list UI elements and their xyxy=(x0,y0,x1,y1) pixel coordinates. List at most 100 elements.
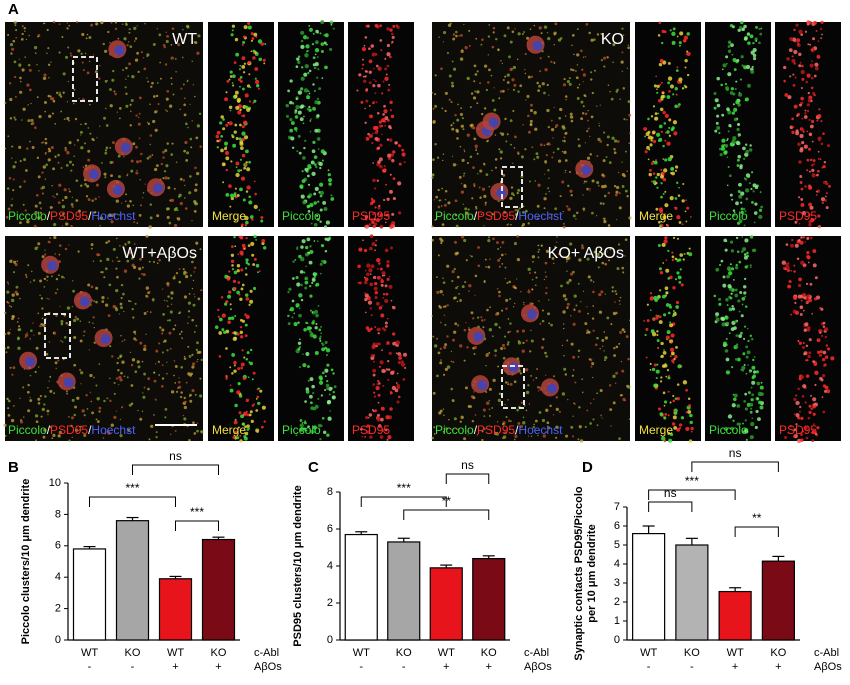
synaptic-puncta xyxy=(752,358,755,362)
synaptic-puncta xyxy=(327,416,332,421)
synaptic-puncta xyxy=(801,77,805,81)
neurite-puncta xyxy=(24,333,29,337)
synaptic-puncta xyxy=(743,24,747,29)
neurite-puncta xyxy=(30,102,32,105)
synaptic-puncta xyxy=(297,321,300,324)
synaptic-puncta xyxy=(395,352,398,355)
synaptic-puncta xyxy=(750,69,755,74)
synaptic-puncta xyxy=(758,27,761,30)
neurite-puncta xyxy=(547,426,551,430)
synaptic-puncta xyxy=(217,315,220,318)
neurite-puncta xyxy=(456,275,460,279)
neurite-puncta xyxy=(498,97,501,100)
synaptic-puncta xyxy=(384,76,389,81)
synaptic-puncta xyxy=(653,295,658,301)
neurite-puncta xyxy=(570,194,573,197)
neurite-puncta xyxy=(179,177,183,181)
synaptic-puncta xyxy=(308,105,311,109)
synaptic-puncta xyxy=(745,372,748,375)
synaptic-puncta xyxy=(296,282,301,287)
synaptic-puncta xyxy=(721,138,726,143)
neurite-puncta xyxy=(598,124,601,127)
neurite-puncta xyxy=(566,281,570,285)
synaptic-puncta xyxy=(743,363,746,366)
neurite-puncta xyxy=(433,433,436,435)
neurite-puncta xyxy=(182,414,185,417)
synaptic-puncta xyxy=(814,66,819,71)
synaptic-puncta xyxy=(233,61,237,65)
neurite-puncta xyxy=(607,84,610,87)
synaptic-puncta xyxy=(822,384,827,388)
synaptic-puncta xyxy=(225,374,228,378)
synaptic-puncta xyxy=(683,253,686,256)
synaptic-puncta xyxy=(285,103,290,108)
synaptic-puncta xyxy=(287,89,290,93)
synaptic-puncta xyxy=(379,39,383,42)
neurite-puncta xyxy=(175,70,177,73)
neurite-puncta xyxy=(453,267,456,271)
neurite-puncta xyxy=(138,112,141,115)
synaptic-puncta xyxy=(231,372,234,375)
neurite-puncta xyxy=(460,33,463,37)
synaptic-puncta xyxy=(754,202,758,206)
neurite-puncta xyxy=(607,191,610,195)
neurite-puncta xyxy=(168,221,172,225)
synaptic-puncta xyxy=(807,91,810,95)
synaptic-puncta xyxy=(750,50,755,55)
neurite-puncta xyxy=(99,259,102,263)
synaptic-puncta xyxy=(798,239,801,242)
synaptic-puncta xyxy=(245,297,250,301)
synaptic-puncta xyxy=(225,156,230,161)
neurite-puncta xyxy=(90,400,93,403)
neurite-puncta xyxy=(182,179,186,182)
neurite-puncta xyxy=(498,392,502,396)
synaptic-puncta xyxy=(819,158,822,160)
neurite-puncta xyxy=(172,93,175,96)
neurite-puncta xyxy=(22,203,25,206)
neurite-puncta xyxy=(564,297,568,301)
synaptic-puncta xyxy=(231,29,234,32)
synaptic-puncta xyxy=(370,218,374,222)
synaptic-puncta xyxy=(667,414,670,417)
synaptic-puncta xyxy=(297,110,302,115)
synaptic-puncta xyxy=(311,278,316,282)
synaptic-puncta xyxy=(239,64,242,67)
synaptic-puncta xyxy=(670,333,675,338)
neurite-puncta xyxy=(49,206,53,209)
neurite-puncta xyxy=(138,213,142,217)
synaptic-puncta xyxy=(386,317,389,320)
neurite-puncta xyxy=(565,260,568,263)
synaptic-puncta xyxy=(807,261,810,264)
neurite-puncta xyxy=(191,260,194,264)
synaptic-puncta xyxy=(310,118,312,121)
synaptic-puncta xyxy=(240,146,244,150)
neurite-puncta xyxy=(603,56,607,60)
neurite-puncta xyxy=(56,288,59,291)
significance-bracket xyxy=(648,489,736,500)
neurite-puncta xyxy=(184,140,188,145)
neurite-puncta xyxy=(511,78,515,82)
synaptic-puncta xyxy=(749,235,754,239)
synaptic-puncta xyxy=(656,346,659,349)
neurite-puncta xyxy=(131,257,134,260)
neurite-puncta xyxy=(604,293,606,295)
synaptic-puncta xyxy=(674,278,678,281)
neurite-puncta xyxy=(55,367,58,370)
synaptic-puncta xyxy=(386,260,390,264)
synaptic-puncta xyxy=(652,139,657,144)
strip-label: Piccolo xyxy=(282,209,321,223)
neurite-puncta xyxy=(561,139,564,142)
neurite-puncta xyxy=(533,24,536,27)
synaptic-puncta xyxy=(795,413,800,418)
synaptic-puncta xyxy=(363,44,366,47)
synaptic-puncta xyxy=(662,192,665,195)
neurite-puncta xyxy=(434,344,438,348)
neurite-puncta xyxy=(71,416,75,420)
neurite-puncta xyxy=(165,164,169,168)
row-label: c-Abl xyxy=(524,647,549,659)
synaptic-puncta xyxy=(716,103,721,108)
synaptic-puncta xyxy=(672,394,675,398)
synaptic-puncta xyxy=(318,162,323,167)
neurite-puncta xyxy=(27,63,31,67)
synaptic-puncta xyxy=(678,186,680,189)
